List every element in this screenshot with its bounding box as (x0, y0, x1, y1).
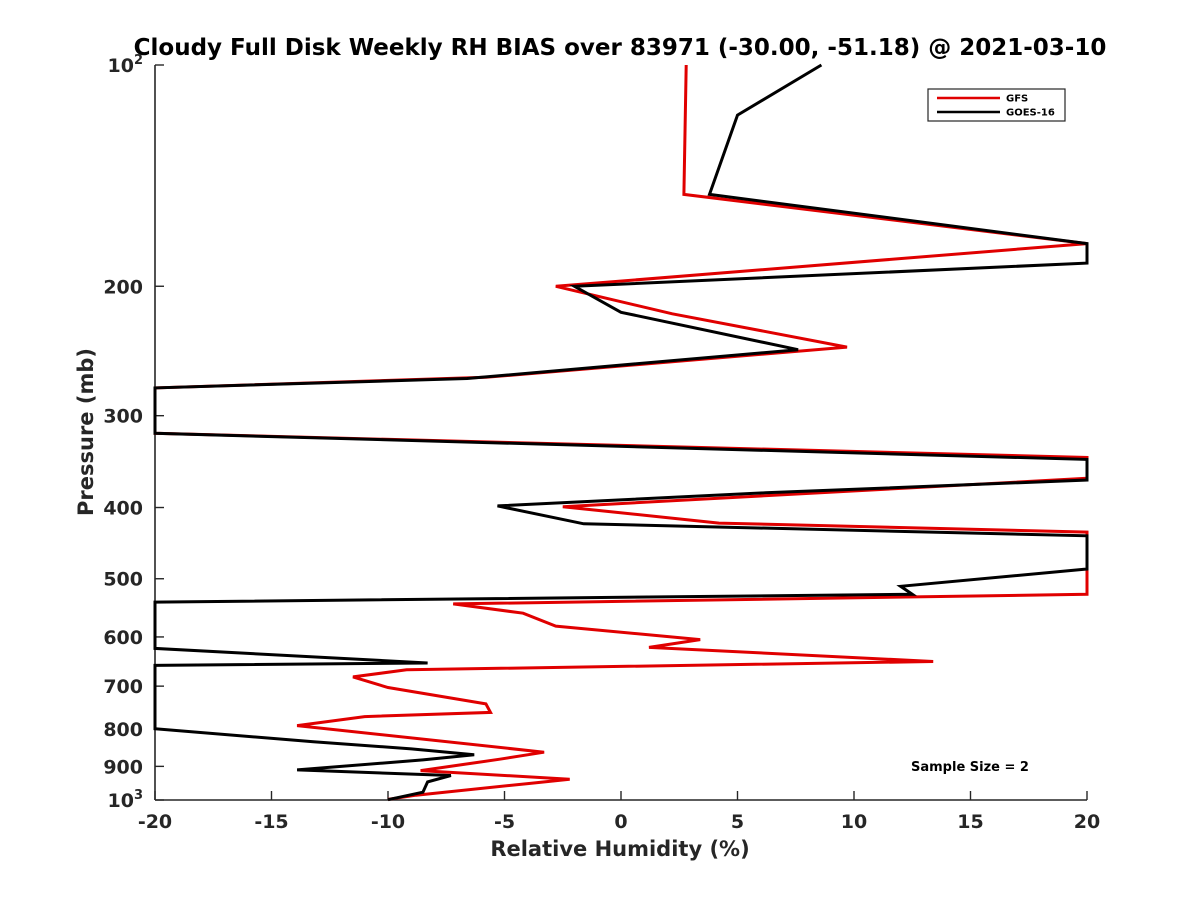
sample-size-annotation: Sample Size = 2 (911, 760, 1029, 775)
x-tick-label: -5 (494, 811, 515, 833)
x-axis-ticks: -20 -15 -10 -5 0 5 10 15 20 (138, 791, 1100, 833)
x-tick-label: 15 (957, 811, 983, 833)
y-tick-base: 500 (103, 569, 143, 591)
x-tick-label: 0 (614, 811, 627, 833)
x-tick-label: -15 (254, 811, 288, 833)
y-tick-base: 900 (103, 756, 143, 778)
legend: GFS GOES-16 (927, 88, 1066, 122)
plot-area (154, 65, 1087, 801)
x-tick-label: 20 (1074, 811, 1100, 833)
y-tick-base: 400 (103, 498, 143, 520)
y-tick-base: 600 (103, 627, 143, 649)
y-tick-label: 102 (108, 53, 144, 77)
y-tick-base: 10 (108, 55, 134, 77)
y-tick-label: 600 (103, 627, 143, 649)
x-axis-label: Relative Humidity (%) (490, 837, 749, 861)
y-tick-label: 500 (103, 569, 143, 591)
x-tick-label: 10 (841, 811, 867, 833)
y-tick-exponent: 3 (134, 788, 143, 803)
y-tick-label: 800 (103, 719, 143, 741)
y-tick-label: 300 (103, 406, 143, 428)
legend-label-goes-16: GOES-16 (1006, 108, 1055, 119)
series-line-goes-16 (153, 63, 1089, 802)
y-tick-label: 200 (103, 276, 143, 298)
y-tick-base: 300 (103, 406, 143, 428)
x-tick-label: -20 (138, 811, 172, 833)
y-tick-exponent: 2 (134, 53, 143, 68)
y-tick-base: 10 (108, 790, 134, 812)
x-tick-label: 5 (731, 811, 744, 833)
x-tick-label: -10 (371, 811, 405, 833)
y-tick-label: 900 (103, 756, 143, 778)
y-tick-base: 200 (103, 276, 143, 298)
legend-box (927, 88, 1066, 122)
y-tick-label: 103 (108, 788, 144, 812)
chart-title: Cloudy Full Disk Weekly RH BIAS over 839… (134, 35, 1107, 61)
series-line-gfs (153, 64, 1089, 801)
y-axis-label: Pressure (mb) (74, 348, 98, 516)
legend-label-gfs: GFS (1006, 94, 1028, 105)
series-layer (153, 63, 1089, 802)
y-tick-label: 700 (103, 676, 143, 698)
y-tick-label: 400 (103, 498, 143, 520)
y-tick-base: 800 (103, 719, 143, 741)
y-tick-base: 700 (103, 676, 143, 698)
